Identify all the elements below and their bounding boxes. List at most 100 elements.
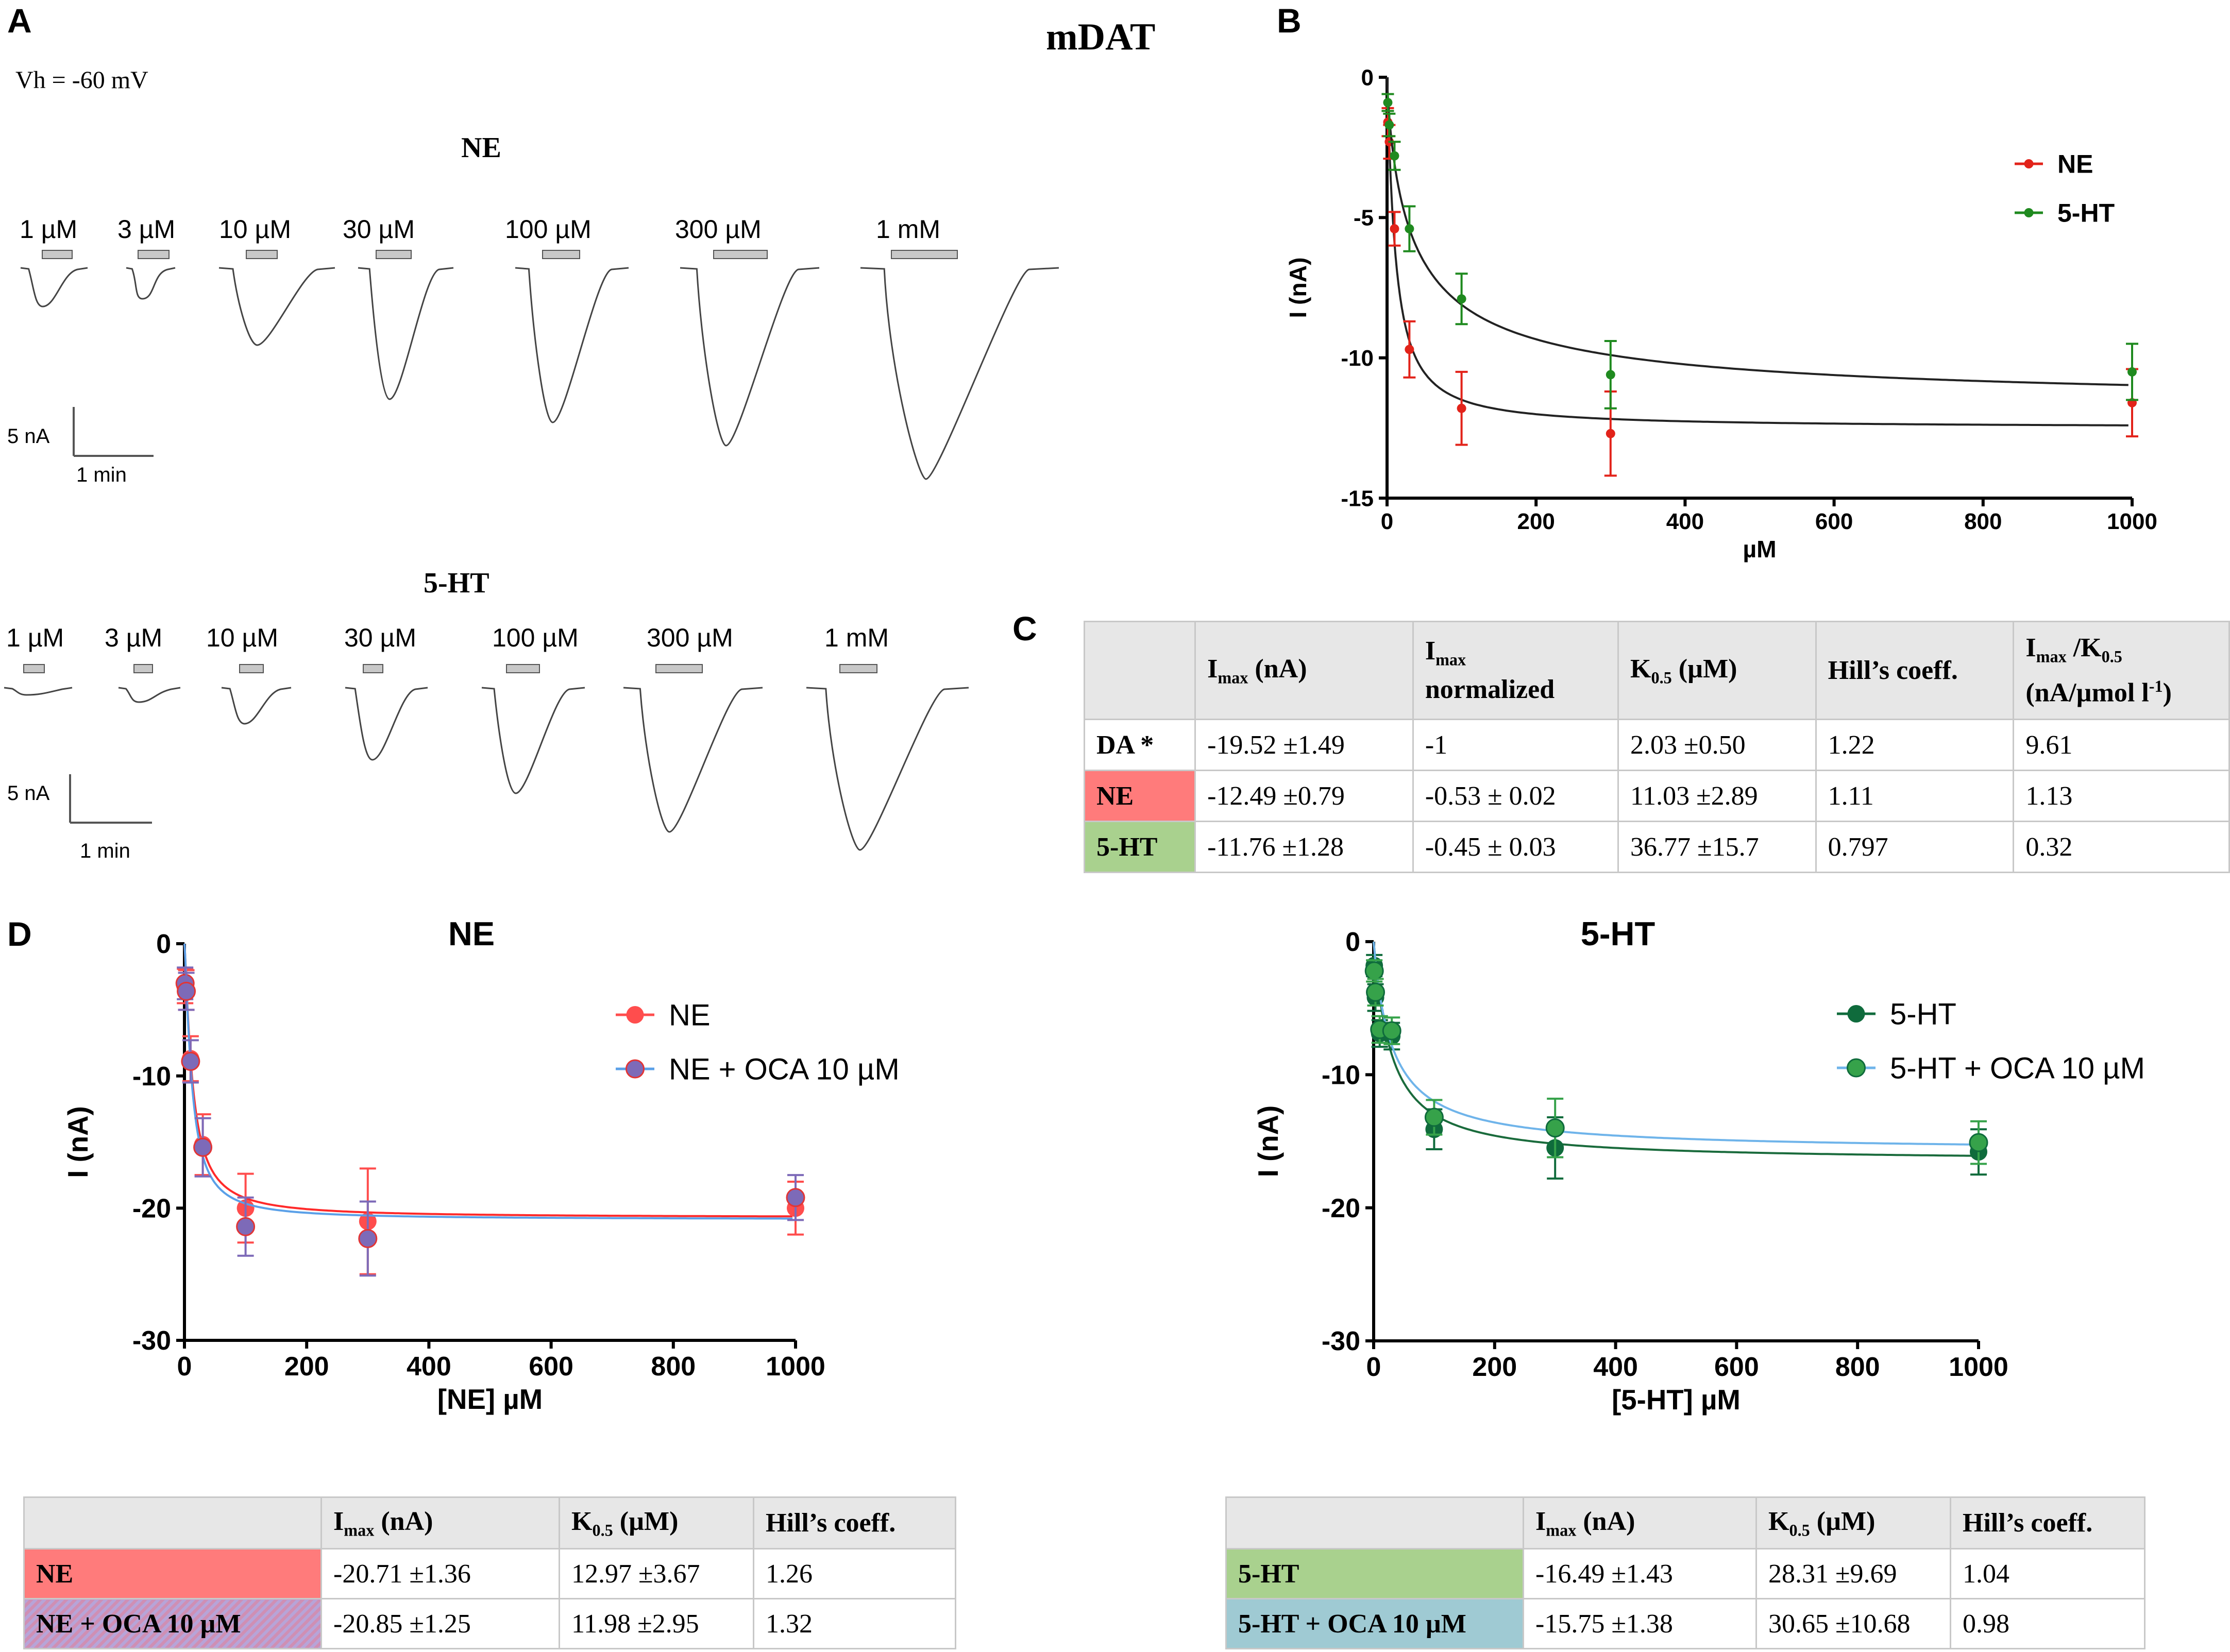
panel-a-traces: 1 µM 3 µM 10 µM 30 µM 100 µM 300 µM 1 mM 1 µM 3… [4,215,1059,862]
fit-curve [1373,942,1976,1146]
table-c-cell-ratio: 9.61 [2013,719,2230,771]
y-tick-label: -20 [1322,1194,1360,1223]
data-point [1606,370,1615,380]
data-point [1405,224,1414,234]
ne-conc-label: 3 µM [117,215,175,244]
table-c-row-label: NE [1083,770,1196,822]
5ht-scale-bar [69,774,152,824]
data-point [1457,294,1466,304]
y-axis-label: I (nA) [1285,258,1311,318]
table-d-5ht-cell-hill: 0.98 [1950,1598,2145,1649]
x-axis-label: [5-HT] µM [1612,1384,1741,1416]
table-c-header-row: Imax (nA) Imax normalized K0.5 (µM) Hill’… [1083,621,2230,720]
table-c-cell-imax: -12.49 ±0.79 [1194,770,1414,822]
table-d-5ht: Imax (nA) K0.5 (µM) Hill’s coeff. 5-HT -… [1225,1496,2145,1649]
table-c-header-imax-normalized: Imax normalized [1412,621,1619,720]
x-tick-label: 800 [1835,1352,1880,1382]
fit-curve [1386,77,2128,386]
table-c-row-label: 5-HT [1083,821,1196,873]
x-tick-label: 0 [1381,509,1393,534]
5ht-application-bar [839,664,877,673]
x-tick-label: 200 [1472,1352,1517,1382]
ne-current-trace [126,267,176,300]
ne-conc-label: 1 mM [876,215,940,244]
table-c-cell-ratio: 1.13 [2013,770,2230,822]
5ht-conc-label: 30 µM [344,623,416,652]
table-c-header-hill: Hill’s coeff. [1815,621,2015,720]
legend-marker [2024,159,2034,168]
5ht-application-bar [363,664,383,673]
x-tick-label: 400 [407,1352,451,1382]
legend-label: NE + OCA 10 µM [669,1052,900,1086]
5ht-conc-label: 1 mM [824,623,889,652]
table-d-ne-cell-k: 11.98 ±2.95 [559,1598,754,1649]
data-point [1390,151,1399,161]
ne-application-bar [376,250,412,259]
ne-current-trace [680,267,820,447]
y-tick-label: 0 [156,929,171,959]
ne-application-bar [891,250,958,259]
5ht-application-bar [506,664,540,673]
fit-curve [1373,941,1976,1157]
table-d-ne-header-imax: Imax (nA) [320,1496,560,1549]
table-c-header-ratio: Imax /K0.5 (nA/µmol l-1) [2013,621,2230,720]
ne-application-bar [138,250,170,259]
ne-application-bar [246,250,278,259]
chart-d-5ht: 0 200 400 600 800 1000 0 -10 -20 -30 [5-HT] µM I (n… [1253,915,2145,1416]
table-c-cell-ratio: 0.32 [2013,821,2230,873]
table-d-ne-row-label: NE + OCA 10 µM [23,1598,322,1649]
data-point [177,981,196,1001]
legend-label: NE [669,998,711,1032]
data-point [236,1217,256,1236]
x-tick-label: 0 [1366,1352,1381,1382]
table-c-cell-hill: 1.22 [1815,719,2015,771]
y-tick-label: 0 [1345,927,1360,957]
data-point [1405,345,1414,354]
table-c-cell-hill: 1.11 [1815,770,2015,822]
table-c-cell-k: 2.03 ±0.50 [1617,719,1817,771]
x-tick-label: 200 [284,1352,329,1382]
ne-conc-label: 100 µM [505,215,592,244]
table-c-cell-imax: -19.52 ±1.49 [1194,719,1414,771]
table-d-ne-cell-hill: 1.32 [753,1598,956,1649]
panel-letter-d: D [7,915,32,953]
x-tick-label: 600 [1714,1352,1759,1382]
5ht-current-trace [345,687,428,761]
y-tick-label: -15 [1341,486,1374,511]
x-tick-label: 600 [1815,509,1853,534]
table-c-row-label: DA * [1083,719,1196,771]
panel-letter-b: B [1277,2,1302,40]
fit-curve [183,943,793,1218]
legend-marker [1847,1058,1866,1078]
data-point [193,1137,213,1157]
ne-current-trace [218,267,335,346]
data-point [1969,1133,1988,1152]
x-axis-label: [NE] µM [437,1384,543,1415]
data-point [1606,429,1615,438]
ne-scale-time: 1 min [76,464,127,486]
table-d-5ht-cell-hill: 1.04 [1950,1548,2145,1599]
ne-conc-label: 1 µM [20,215,77,244]
holding-potential-label: Vh = -60 mV [15,66,148,94]
chart-d-ne: 0 200 400 600 800 1000 0 -10 -20 -30 [NE] µM I (nA)… [62,915,900,1415]
table-c-header-empty [1083,621,1196,720]
table-c-cell-imax: -11.76 ±1.28 [1194,821,1414,873]
ne-current-trace [860,267,1059,480]
panel-letter-a: A [7,2,32,40]
table-d-ne-row: NE + OCA 10 µM -20.85 ±1.25 11.98 ±2.95 … [23,1598,956,1649]
legend-marker [626,1006,644,1024]
5ht-current-trace [481,687,585,794]
ne-application-bar [42,250,73,259]
table-d-5ht-header-imax: Imax (nA) [1523,1496,1757,1549]
data-point [1364,961,1384,981]
ne-current-trace [20,267,88,308]
table-d-ne-cell-hill: 1.26 [753,1548,956,1599]
panel-letter-c: C [1012,609,1037,648]
5ht-conc-label: 3 µM [105,623,162,652]
x-tick-label: 1000 [1949,1352,2008,1382]
table-d-5ht-header-row: Imax (nA) K0.5 (µM) Hill’s coeff. [1225,1496,2145,1549]
5ht-conc-label: 1 µM [6,623,64,652]
table-d-ne-row-label: NE [23,1548,322,1599]
y-tick-label: -10 [132,1062,171,1092]
table-c-cell-k: 36.77 ±15.7 [1617,821,1817,873]
